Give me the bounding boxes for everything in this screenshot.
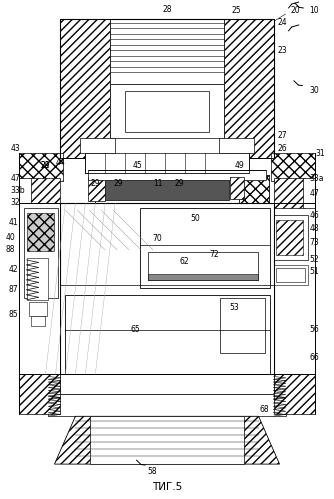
- Text: 10: 10: [309, 6, 319, 15]
- Text: 28: 28: [162, 4, 172, 13]
- Bar: [29, 302, 46, 316]
- Text: 33a: 33a: [309, 174, 324, 183]
- Text: 44: 44: [55, 158, 65, 167]
- Bar: [65, 295, 270, 374]
- Text: 20: 20: [291, 6, 300, 15]
- Bar: [24, 208, 58, 298]
- Bar: [27, 258, 48, 300]
- Bar: [271, 153, 315, 181]
- Text: 48: 48: [309, 224, 319, 233]
- Text: 62: 62: [180, 257, 190, 266]
- Text: 73: 73: [309, 238, 319, 247]
- Text: 51: 51: [309, 267, 319, 276]
- Text: 49: 49: [235, 161, 244, 170]
- Text: 29: 29: [113, 179, 123, 188]
- Bar: [274, 178, 305, 208]
- Text: 85: 85: [9, 310, 18, 319]
- Bar: [48, 374, 286, 399]
- Bar: [19, 153, 63, 181]
- Text: 87: 87: [9, 285, 18, 294]
- Text: 29: 29: [41, 161, 50, 170]
- Bar: [86, 153, 248, 173]
- Bar: [274, 374, 315, 414]
- Text: 46: 46: [309, 211, 319, 220]
- Text: 58: 58: [147, 467, 157, 476]
- Bar: [220, 298, 265, 353]
- Bar: [125, 91, 209, 133]
- Bar: [80, 138, 115, 153]
- Text: 47: 47: [309, 189, 319, 198]
- Text: 33b: 33b: [11, 186, 25, 195]
- Text: ΤИГ.5: ΤИГ.5: [152, 482, 182, 492]
- Bar: [239, 175, 269, 203]
- Bar: [230, 177, 244, 199]
- Polygon shape: [54, 416, 280, 464]
- Text: 47: 47: [11, 174, 20, 183]
- Text: 70: 70: [152, 234, 162, 243]
- Bar: [68, 394, 266, 409]
- Text: 41: 41: [9, 218, 18, 227]
- Text: 29: 29: [90, 179, 100, 188]
- Bar: [276, 220, 303, 255]
- Text: 27: 27: [278, 131, 287, 140]
- Text: 72: 72: [210, 250, 219, 259]
- Bar: [303, 178, 315, 208]
- Bar: [88, 170, 266, 180]
- Text: 45: 45: [132, 161, 142, 170]
- Text: 66: 66: [309, 353, 319, 362]
- Bar: [19, 203, 60, 387]
- Bar: [48, 394, 286, 416]
- Bar: [29, 178, 60, 208]
- Text: 52: 52: [309, 255, 319, 264]
- Bar: [276, 268, 305, 282]
- Text: 32: 32: [11, 198, 20, 207]
- Text: 25: 25: [232, 6, 241, 15]
- Bar: [224, 19, 274, 158]
- Bar: [274, 215, 308, 260]
- Text: 42: 42: [9, 265, 18, 274]
- Text: 21: 21: [41, 161, 50, 170]
- Text: 65: 65: [130, 325, 140, 334]
- Bar: [88, 177, 105, 201]
- Text: 88: 88: [6, 246, 15, 254]
- Bar: [219, 138, 254, 153]
- Bar: [105, 178, 229, 200]
- Text: 23: 23: [278, 46, 287, 55]
- Bar: [19, 178, 31, 208]
- Bar: [60, 203, 274, 397]
- Text: 24: 24: [278, 18, 287, 27]
- Text: 26: 26: [278, 144, 287, 153]
- Text: 29: 29: [175, 179, 185, 188]
- Text: 30: 30: [309, 86, 319, 95]
- Bar: [110, 19, 224, 84]
- Bar: [90, 416, 244, 464]
- Bar: [27, 213, 54, 251]
- Bar: [19, 374, 60, 414]
- Text: 68: 68: [260, 405, 269, 414]
- Bar: [140, 208, 270, 288]
- Bar: [239, 175, 269, 203]
- Text: 56: 56: [309, 325, 319, 334]
- Text: 43: 43: [11, 144, 20, 153]
- Text: 31: 31: [315, 149, 325, 158]
- Text: 53: 53: [230, 303, 239, 312]
- Text: 11: 11: [153, 179, 163, 188]
- Bar: [60, 374, 274, 394]
- Bar: [274, 265, 308, 285]
- Text: 50: 50: [190, 214, 200, 223]
- Bar: [110, 84, 224, 138]
- Bar: [95, 175, 239, 203]
- Bar: [148, 274, 258, 280]
- Bar: [31, 316, 44, 326]
- Text: 40: 40: [6, 233, 15, 242]
- Bar: [60, 19, 110, 158]
- Bar: [148, 252, 258, 280]
